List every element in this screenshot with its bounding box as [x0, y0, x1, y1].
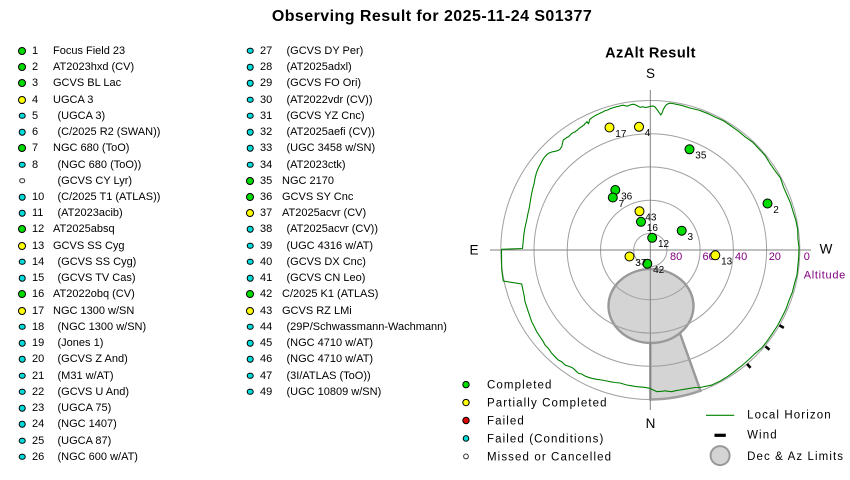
- svg-text:35: 35: [695, 151, 707, 162]
- svg-text:Missed or Cancelled: Missed or Cancelled: [487, 451, 612, 463]
- svg-text:17: 17: [615, 129, 627, 140]
- svg-text:Wind: Wind: [747, 430, 778, 442]
- svg-text:2: 2: [773, 205, 779, 216]
- svg-text:Completed: Completed: [487, 380, 553, 392]
- svg-text:36: 36: [621, 191, 633, 202]
- svg-text:0: 0: [804, 251, 810, 263]
- svg-text:43: 43: [645, 213, 657, 224]
- svg-text:42: 42: [653, 265, 665, 276]
- svg-text:Failed (Conditions): Failed (Conditions): [487, 433, 604, 445]
- svg-text:16: 16: [647, 223, 659, 234]
- svg-text:S: S: [646, 66, 655, 81]
- svg-text:7: 7: [619, 199, 625, 210]
- svg-text:Dec & Az Limits: Dec & Az Limits: [747, 451, 844, 463]
- svg-text:40: 40: [735, 251, 747, 263]
- svg-text:AzAlt Result: AzAlt Result: [605, 46, 696, 62]
- svg-text:3: 3: [688, 232, 694, 243]
- svg-text:Altitude: Altitude: [804, 270, 846, 282]
- svg-text:80: 80: [670, 251, 682, 263]
- svg-text:37: 37: [635, 258, 647, 269]
- svg-text:4: 4: [645, 128, 651, 139]
- svg-text:W: W: [820, 242, 833, 257]
- svg-text:Partially Completed: Partially Completed: [487, 397, 608, 409]
- svg-text:12: 12: [658, 239, 670, 250]
- svg-text:Failed: Failed: [487, 415, 525, 427]
- svg-text:Local Horizon: Local Horizon: [747, 410, 832, 422]
- svg-text:N: N: [646, 416, 656, 431]
- svg-text:13: 13: [721, 257, 733, 268]
- svg-text:20: 20: [769, 251, 781, 263]
- svg-text:E: E: [469, 243, 478, 258]
